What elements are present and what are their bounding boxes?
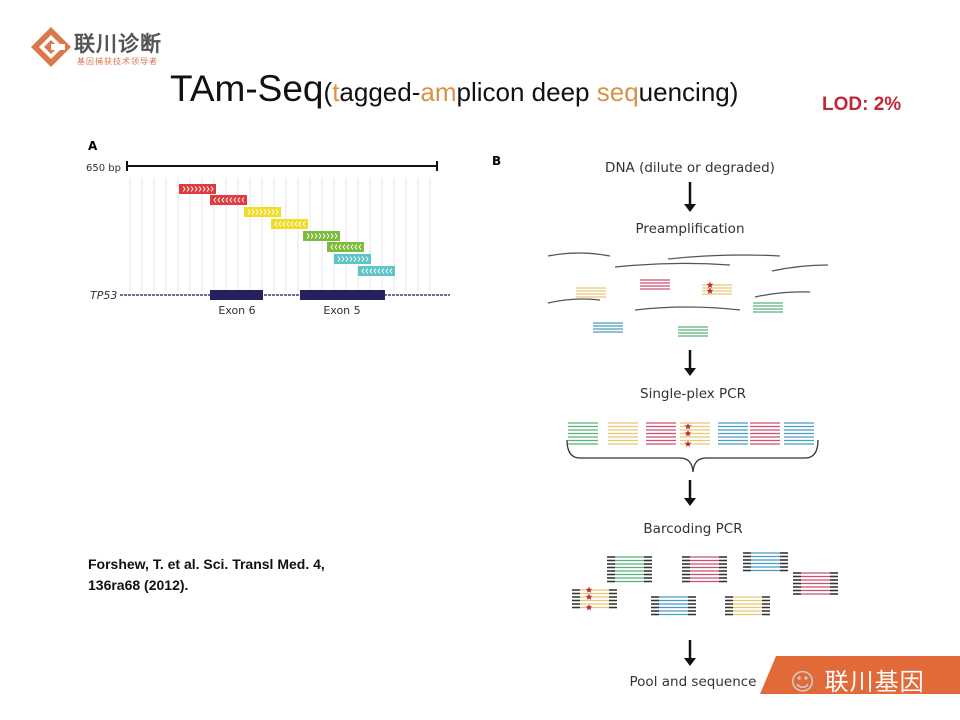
amplicon-primer: [327, 242, 364, 252]
mutation-star-icon: [585, 586, 593, 593]
step-pool-sequence: Pool and sequence: [630, 674, 757, 690]
title-segment: t: [332, 77, 340, 107]
amplicons: [179, 184, 395, 276]
step-barcoding-pcr: Barcoding PCR: [643, 521, 742, 537]
dna-fragment: [614, 262, 731, 268]
title-segment: (: [323, 77, 333, 107]
direction-chevrons-icon: [213, 197, 245, 203]
dna-fragment: [754, 291, 811, 298]
arrow-head: [684, 498, 696, 506]
scale-label: 650 bp: [86, 163, 121, 174]
panel-b-label: B: [492, 154, 501, 168]
direction-chevrons-icon: [337, 256, 369, 262]
dna-fragment: [634, 306, 741, 311]
title-segment: am: [420, 77, 457, 107]
step-singleplex-pcr: Single-plex PCR: [640, 386, 746, 402]
exon-5-label: Exon 5: [323, 304, 360, 317]
direction-chevrons-icon: [182, 186, 214, 192]
logo-icon: [31, 27, 71, 67]
mutation-star-icon: [585, 593, 593, 600]
dna-fragments: [547, 252, 829, 311]
title-main: TAm-Seq: [170, 68, 324, 109]
mutation-star-icon: [706, 281, 714, 288]
dna-fragment: [771, 264, 829, 272]
lod-label: LOD: 2%: [822, 94, 902, 115]
mutation-star-icon: [684, 430, 692, 437]
citation-line-1: Forshew, T. et al. Sci. Transl Med. 4,: [88, 556, 325, 572]
step-dna: DNA (dilute or degraded): [605, 160, 775, 176]
step-preamplification: Preamplification: [635, 221, 744, 237]
slide-title: TAm-Seq(tagged-amplicon deep sequencing): [170, 68, 738, 110]
direction-chevrons-icon: [361, 268, 393, 274]
panel-a-label: A: [88, 139, 98, 153]
brace: [566, 439, 819, 473]
logo-tagline: 基因捕获技术领导者: [77, 57, 158, 66]
arrow-head: [684, 368, 696, 376]
amplicon-stacks: [568, 279, 838, 616]
wechat-icon: ☺: [790, 668, 817, 696]
watermark: ☺ 联川基因: [790, 662, 925, 697]
amplicon-primer: [271, 219, 308, 229]
title-segment: agged-: [339, 77, 421, 107]
mutation-star-icon: [684, 423, 692, 430]
dna-fragment: [547, 298, 601, 304]
dna-fragment: [667, 254, 781, 260]
direction-chevrons-icon: [274, 221, 306, 227]
dna-fragment: [547, 252, 611, 257]
panel-a-diagram: A 650 bp TP53 Exon 6 Exon 5: [86, 139, 450, 317]
citation: Forshew, T. et al. Sci. Transl Med. 4, 1…: [88, 554, 325, 596]
amplicon-primer: [210, 195, 247, 205]
title-segment: plicon deep: [456, 77, 597, 107]
exon-6: [210, 290, 263, 300]
exon-5: [300, 290, 385, 300]
panel-b-diagram: B DNA (dilute or degraded) Preamplificat…: [492, 154, 838, 690]
direction-chevrons-icon: [247, 209, 279, 215]
mutation-star-icon: [585, 604, 593, 611]
watermark-text: 联川基因: [824, 668, 925, 696]
flow-arrows: [684, 182, 696, 666]
mutation-star-icon: [684, 440, 692, 447]
direction-chevrons-icon: [330, 244, 362, 250]
arrow-head: [684, 658, 696, 666]
gene-label: TP53: [90, 289, 117, 302]
watermark-banner: [760, 656, 960, 694]
title-segment: seq: [596, 77, 639, 107]
arrow-head: [684, 204, 696, 212]
citation-line-2: 136ra68 (2012).: [88, 577, 189, 593]
mutation-star-icon: [706, 287, 714, 294]
direction-chevrons-icon: [306, 233, 338, 239]
amplicon-primer: [358, 266, 395, 276]
logo-name: 联川诊断: [74, 32, 162, 56]
title-subtitle: (tagged-amplicon deep sequencing): [324, 77, 739, 107]
title-segment: uencing): [638, 77, 739, 107]
exon-6-label: Exon 6: [218, 304, 255, 317]
